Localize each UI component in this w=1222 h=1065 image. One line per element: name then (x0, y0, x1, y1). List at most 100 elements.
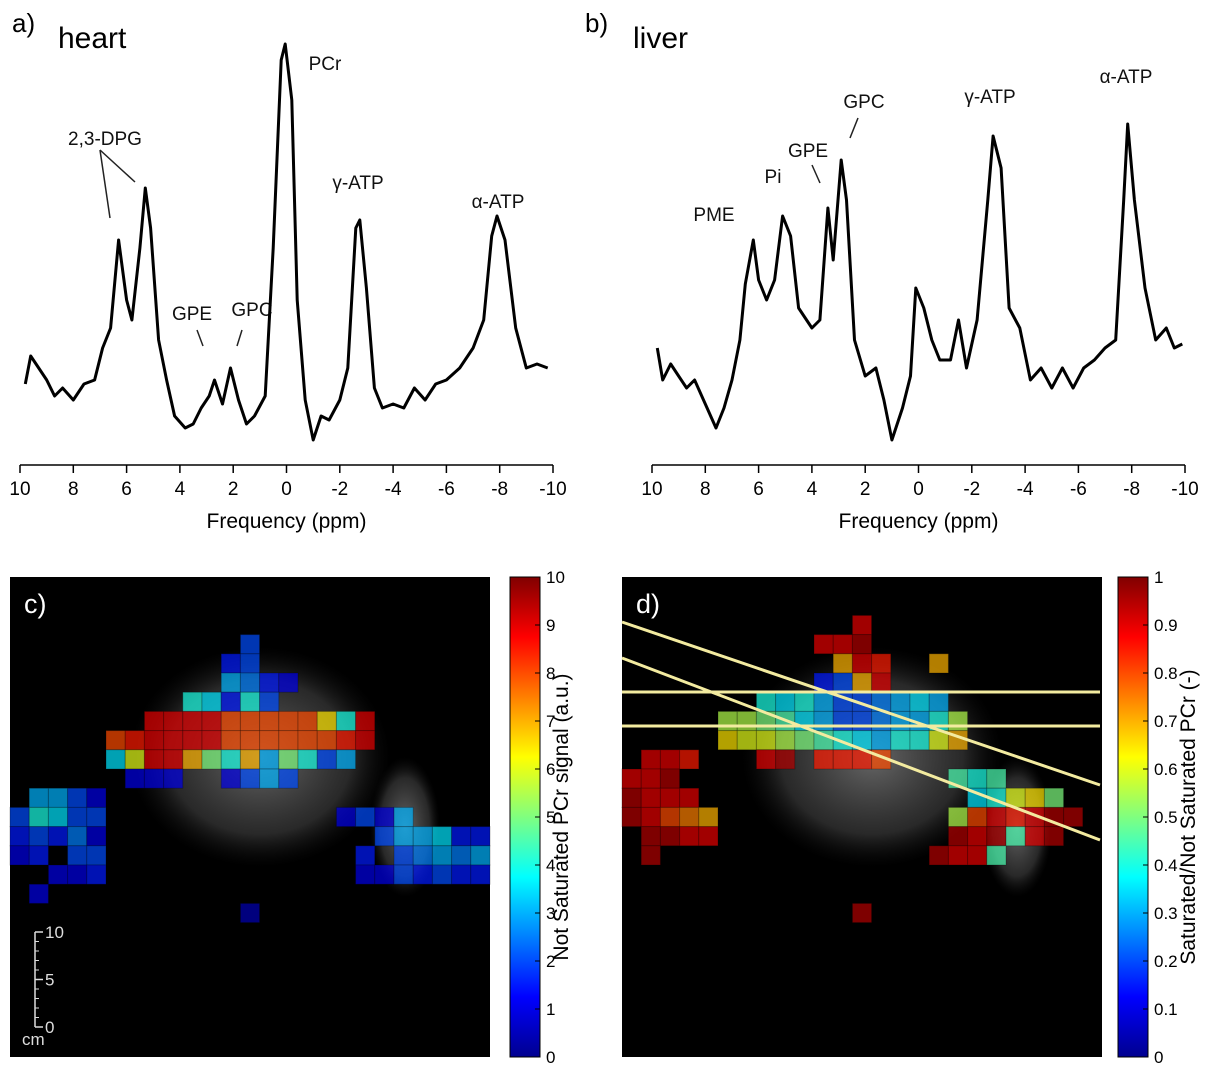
heatmap-cell (755, 691, 777, 712)
pointer (99, 149, 111, 219)
heatmap-cell (163, 730, 184, 751)
heatmap-cell (813, 634, 834, 655)
heatmap-cell (794, 691, 815, 712)
heatmap-cell (1024, 787, 1045, 808)
heatmap-cell (9, 826, 30, 847)
heatmap-cell (297, 730, 318, 751)
scale-tick-label: 0 (45, 1018, 54, 1037)
heatmap-cell (813, 710, 834, 732)
heatmap-cell (143, 768, 165, 789)
slice-line (621, 620, 1101, 787)
heatmap-cell (871, 672, 892, 693)
annotation: α-ATP (1100, 67, 1153, 88)
panel-label: d) (636, 589, 660, 619)
heatmap-cell (736, 710, 757, 732)
heatmap-cell (851, 653, 873, 674)
heatmap-cell (259, 691, 280, 712)
heatmap-cell (679, 806, 700, 828)
heatmap-cell (86, 826, 107, 847)
heatmap-cell (986, 826, 1007, 847)
pointer (99, 149, 136, 183)
heatmap-cell (659, 826, 681, 847)
heatmap-cell (470, 864, 491, 885)
heatmap-cell (928, 653, 949, 674)
heatmap-cell (105, 730, 126, 751)
heatmap-cell (967, 845, 988, 866)
x-axis-label: Frequency (ppm) (207, 510, 367, 533)
heatmap-cell (335, 730, 357, 751)
spectrum-line (655, 122, 1183, 442)
heatmap-cell (986, 768, 1007, 789)
heatmap-cell (67, 845, 88, 866)
x-tick-label: 10 (9, 479, 30, 500)
x-tick-label: -6 (438, 479, 455, 500)
heatmap-cell (335, 710, 357, 732)
heatmap-cell (451, 864, 472, 885)
x-tick-label: -10 (539, 479, 566, 500)
heatmap-cell (86, 864, 107, 885)
x-tick-label: 2 (228, 479, 239, 500)
x-tick-label: 6 (121, 479, 132, 500)
heatmap-cell (832, 710, 853, 732)
panel-label: a) (12, 8, 35, 38)
x-tick-label: -2 (963, 479, 980, 500)
colorbar-tick-label: 0.9 (1154, 616, 1178, 635)
heatmap-cell (374, 806, 395, 828)
heatmap-cell (393, 806, 414, 828)
x-tick-label: -4 (1017, 479, 1034, 500)
x-tick-label: 0 (281, 479, 292, 500)
heatmap-cell (659, 749, 681, 770)
heatmap-cell (736, 730, 757, 751)
heatmap-cell (794, 730, 815, 751)
heatmap-cell (278, 749, 299, 770)
heatmap-cell (621, 806, 642, 828)
annotation: PCr (309, 54, 342, 75)
panel-label: c) (24, 589, 47, 619)
heatmap-cell (143, 749, 165, 770)
heatmap-cell (431, 864, 453, 885)
colorbar-tick-label: 1 (1154, 568, 1163, 587)
x-tick-label: 8 (68, 479, 79, 500)
heatmap-cell (967, 768, 988, 789)
heatmap-cell (28, 845, 49, 866)
scale-tick-label: 10 (45, 923, 64, 942)
heatmap-cell (659, 806, 681, 828)
heatmap-cell (316, 730, 337, 751)
heatmap-cell (355, 710, 376, 732)
colorbar-tick-label: 8 (546, 664, 555, 683)
colorbar-tick-label: 9 (546, 616, 555, 635)
x-tick-label: 0 (913, 479, 924, 500)
annotation: α-ATP (472, 192, 525, 213)
annotation: GPE (172, 304, 212, 325)
slice-line (621, 656, 1101, 842)
heatmap-cell (259, 768, 280, 789)
colorbar-tick-label: 1 (546, 1000, 555, 1019)
heatmap-cell (986, 806, 1007, 828)
colorbar-tick-label: 6 (546, 760, 555, 779)
heatmap-cell (412, 864, 433, 885)
heatmap-cell (67, 806, 88, 828)
heatmap-cell (239, 634, 261, 655)
heatmap-cell (239, 749, 261, 770)
heatmap-cell (259, 749, 280, 770)
x-tick-label: 10 (641, 479, 662, 500)
heatmap-cell (297, 749, 318, 770)
heatmap-cell (278, 710, 299, 732)
heatmap-cell (374, 864, 395, 885)
heatmap-cell (470, 826, 491, 847)
heatmap-cell (832, 672, 853, 693)
heatmap-cell (1024, 826, 1045, 847)
heatmap-cell (851, 614, 873, 636)
heatmap-cell (640, 806, 661, 828)
annotation: γ-ATP (332, 173, 383, 194)
heatmap-cell (813, 749, 834, 770)
heatmap-cell (239, 902, 261, 924)
heatmap-cell (67, 787, 88, 808)
heatmap-cell (1043, 787, 1065, 808)
heatmap-cell (28, 883, 49, 904)
heatmap-cell (124, 749, 145, 770)
heatmap-cell (220, 730, 241, 751)
heatmap-cell (239, 672, 261, 693)
panel-label: b) (585, 8, 608, 38)
